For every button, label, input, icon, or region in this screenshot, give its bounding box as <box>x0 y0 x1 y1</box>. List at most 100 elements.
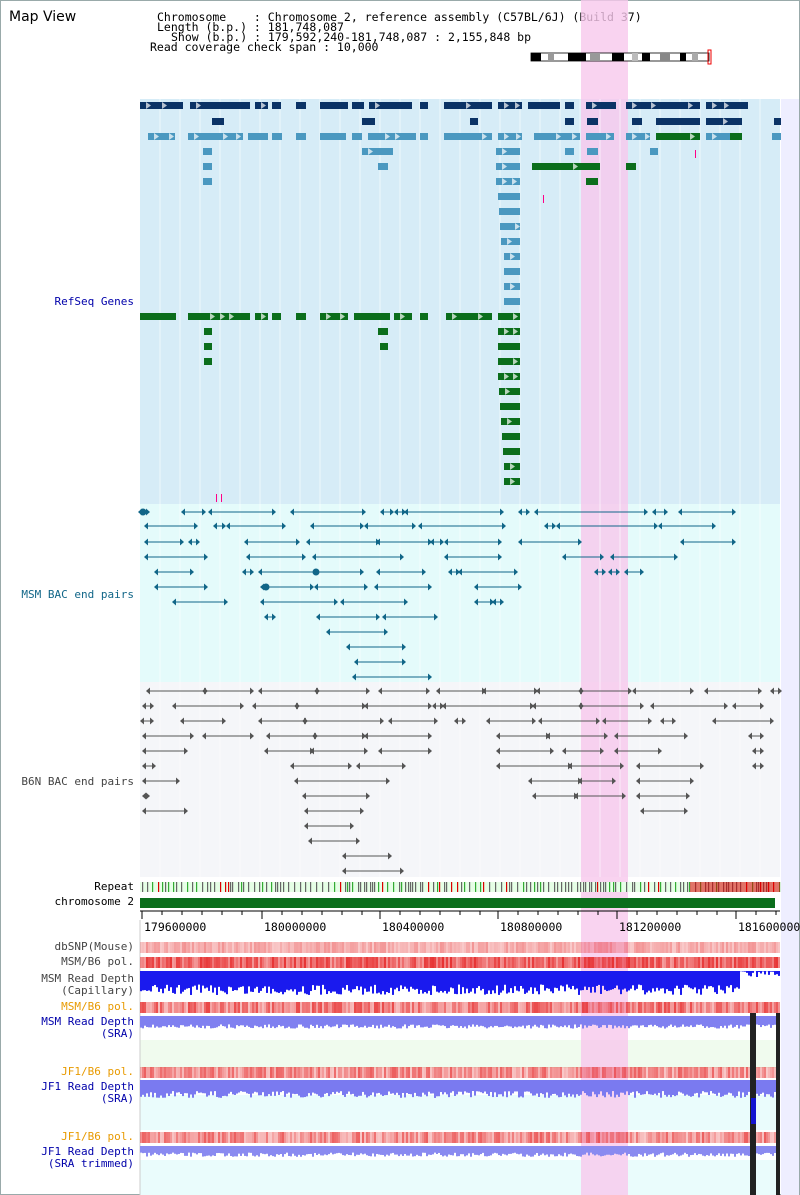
msm-read-depth-sra-label[interactable]: MSM Read Depth <box>41 1015 134 1028</box>
pair-end-left <box>242 568 246 576</box>
msm-b6-pol-cell <box>272 957 274 968</box>
msm-cap-depth <box>620 971 622 995</box>
jf1-trim-depth <box>654 1146 656 1157</box>
msm-sra-depth <box>458 1016 460 1028</box>
jf1-b6-pol2-cell <box>360 1132 362 1143</box>
polymorphism-tracks <box>140 942 780 1143</box>
jf1-trim-depth <box>562 1146 564 1157</box>
dbsnp-cell <box>324 942 326 953</box>
msm-b6-pol2-cell <box>578 1002 580 1013</box>
msm-cap-depth <box>728 971 730 988</box>
msm-b6-pol2-cell <box>688 1002 690 1013</box>
jf1-b6-pol2-cell <box>410 1132 412 1143</box>
pair-end-left <box>474 598 478 606</box>
msm-b6-pol2-cell <box>262 1002 264 1013</box>
gene-feature <box>496 163 520 170</box>
dbsnp-cell <box>692 942 694 953</box>
refseq-genes-label[interactable]: RefSeq Genes <box>54 295 134 308</box>
msm-b6-pol2-cell <box>202 1002 204 1013</box>
msm-cap-depth <box>280 971 282 992</box>
msm-sra-depth <box>550 1016 552 1028</box>
jf1-trim-depth <box>604 1146 606 1156</box>
jf1-b6-pol2-cell <box>496 1132 498 1143</box>
repeat-mark <box>644 882 646 892</box>
jf1-trim-depth <box>420 1146 422 1157</box>
jf1-b6-pol-cell <box>636 1067 638 1078</box>
jf1-sra-depth <box>376 1080 378 1094</box>
jf1-trim-depth <box>510 1146 512 1154</box>
pair-end-right <box>222 717 226 725</box>
pair-end-left <box>310 747 314 755</box>
repeat-mark <box>665 882 667 892</box>
jf1-b6-pol2-cell <box>388 1132 390 1143</box>
msm-read-depth-cap-label[interactable]: MSM Read Depth <box>41 972 134 985</box>
dbsnp-cell <box>542 942 544 953</box>
repeat-mark <box>181 882 183 892</box>
repeat-bg <box>140 882 780 892</box>
pair-end-left <box>376 568 380 576</box>
jf1-trim-depth <box>172 1146 174 1153</box>
jf1-b6-pol2-cell <box>422 1132 424 1143</box>
jf1-trim-depth <box>378 1146 380 1155</box>
repeat-mark <box>349 882 351 892</box>
repeat-dense <box>690 882 780 892</box>
msm-b6-pol-label[interactable]: MSM/B6 pol. <box>61 955 134 968</box>
msm-cap-depth <box>436 971 438 992</box>
jf1-b6-pol-cell <box>674 1067 676 1078</box>
msm-b6-pol2-cell <box>604 1002 606 1013</box>
strand-arrow <box>154 133 159 140</box>
msm-cap-depth <box>354 971 356 990</box>
jf1-sra-depth <box>404 1080 406 1098</box>
strand-arrow <box>385 133 390 140</box>
msm-bac-label[interactable]: MSM BAC end pairs <box>21 588 134 601</box>
dbsnp-cell <box>256 942 258 953</box>
pair-end-left <box>364 732 368 740</box>
jf1-b6-pol2-cell <box>748 1132 750 1143</box>
b6n-bac-label[interactable]: B6N BAC end pairs <box>21 775 134 788</box>
dbsnp-cell <box>594 942 596 953</box>
jf1-trim-depth <box>272 1146 274 1157</box>
msm-b6-pol-cell <box>146 957 148 968</box>
jf1-trim-depth <box>254 1146 256 1157</box>
msm-cap-depth <box>244 971 246 994</box>
msm-b6-pol2-cell <box>646 1002 648 1013</box>
jf1-b6-pol-cell <box>152 1067 154 1078</box>
msm-cap-depth <box>502 971 504 991</box>
dbsnp-cell <box>758 942 760 953</box>
jf1-b6-pol-cell <box>572 1067 574 1078</box>
jf1-read-depth-label[interactable]: JF1 Read Depth <box>41 1080 134 1093</box>
msm-cap-depth <box>650 971 652 993</box>
msm-b6-pol2-cell <box>148 1002 150 1013</box>
msm-b6-pol-cell <box>774 957 776 968</box>
msm-b6-pol2-cell <box>516 1002 518 1013</box>
msm-sra-depth <box>652 1016 654 1027</box>
repeat-mark <box>142 882 144 892</box>
jf1-read-depth-trim-label[interactable]: JF1 Read Depth <box>41 1145 134 1158</box>
repeat-mark <box>428 882 430 892</box>
jf1-b6-pol-label[interactable]: JF1/B6 pol. <box>61 1065 134 1078</box>
msm-cap-depth <box>266 971 268 993</box>
jf1-sra-depth <box>254 1080 256 1092</box>
jf1-b6-pol2-label[interactable]: JF1/B6 pol. <box>61 1130 134 1143</box>
strand-arrow <box>513 328 518 335</box>
mismatch-mark <box>695 150 696 158</box>
jf1-trim-depth <box>400 1146 402 1155</box>
gene-feature <box>188 313 250 320</box>
jf1-trim-depth <box>464 1146 466 1157</box>
dbsnp-label[interactable]: dbSNP(Mouse) <box>54 940 134 953</box>
repeat-mark <box>565 882 567 892</box>
msm-b6-pol-cell <box>430 957 432 968</box>
dbsnp-cell <box>340 942 342 953</box>
msm-b6-pol-cell <box>144 957 146 968</box>
msm-dot <box>262 583 270 591</box>
msm-sra-depth <box>764 1016 766 1027</box>
jf1-sra-depth <box>372 1080 374 1093</box>
msm-b6-pol-cell <box>582 957 584 968</box>
msm-sra-depth <box>190 1016 192 1025</box>
dbsnp-cell <box>430 942 432 953</box>
jf1-sra-depth <box>384 1080 386 1096</box>
msm-cap-depth <box>250 971 252 992</box>
msm-b6-pol2-label[interactable]: MSM/B6 pol. <box>61 1000 134 1013</box>
jf1-sra-depth <box>774 1080 776 1093</box>
